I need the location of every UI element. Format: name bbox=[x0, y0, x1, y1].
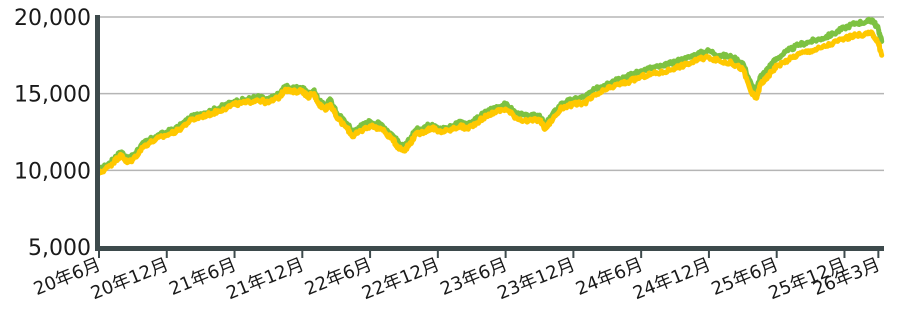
x-tick-labels: 20年6月20年12月21年6月21年12月22年6月22年12月23年6月23… bbox=[31, 254, 883, 304]
x-tick-label-1: 20年12月 bbox=[88, 254, 172, 304]
x-axis-line bbox=[95, 246, 884, 251]
series-line-0 bbox=[96, 16, 885, 173]
y-tick-label-1: 10,000 bbox=[14, 159, 91, 184]
axes bbox=[95, 15, 884, 258]
x-tick-label-5: 22年12月 bbox=[359, 254, 443, 304]
y-tick-label-2: 15,000 bbox=[14, 83, 91, 108]
x-tick-label-9: 24年12月 bbox=[630, 254, 714, 304]
y-tick-labels: 5,000 10,000 15,000 20,000 bbox=[14, 6, 91, 261]
x-tick-label-3: 21年12月 bbox=[223, 254, 307, 304]
y-tick-label-0: 5,000 bbox=[28, 236, 91, 261]
x-tick-label-7: 23年12月 bbox=[495, 254, 579, 304]
y-axis-line bbox=[95, 15, 100, 251]
y-tick-label-3: 20,000 bbox=[14, 6, 91, 31]
x-tick-label-12: 26年3月 bbox=[810, 254, 883, 300]
series-line-1 bbox=[96, 29, 885, 176]
series-lines bbox=[96, 16, 885, 176]
gridlines bbox=[99, 16, 884, 172]
